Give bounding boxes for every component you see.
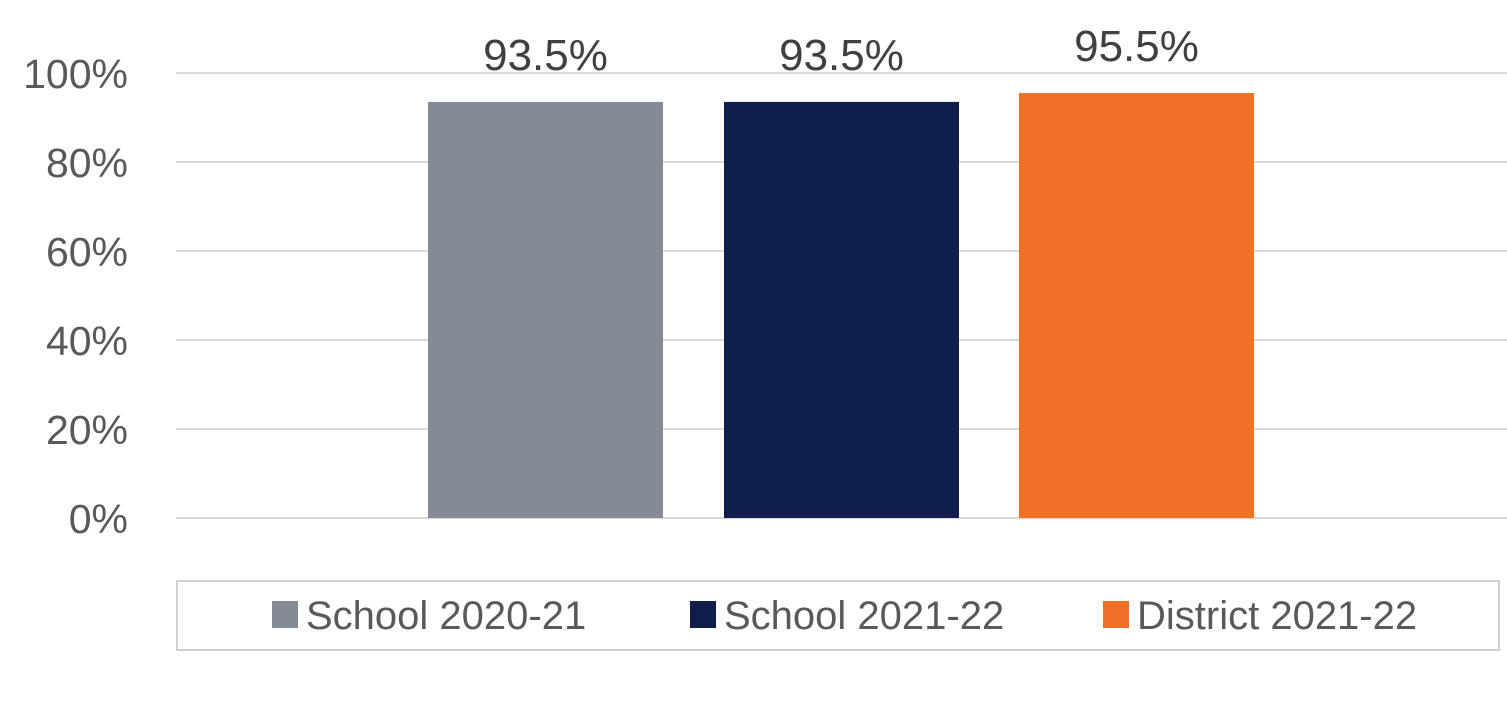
- y-tick-label: 80%: [46, 140, 128, 186]
- legend-box: [176, 580, 1500, 651]
- y-tick-label: 20%: [46, 407, 128, 453]
- y-tick-label: 0%: [69, 496, 128, 542]
- data-label: 95.5%: [1074, 22, 1199, 71]
- data-label: 93.5%: [779, 31, 904, 80]
- legend-swatch: [1103, 601, 1129, 628]
- bar-3: [1019, 93, 1254, 519]
- y-tick-label: 100%: [23, 51, 128, 97]
- bar-2: [724, 101, 959, 519]
- y-tick-label: 60%: [46, 229, 128, 275]
- y-tick-label: 40%: [46, 318, 128, 364]
- legend-swatch: [272, 601, 298, 628]
- legend-label: School 2021-22: [724, 594, 1004, 638]
- bar-1: [428, 101, 663, 519]
- legend-label: District 2021-22: [1137, 594, 1417, 638]
- data-label: 93.5%: [483, 31, 608, 80]
- legend-swatch: [690, 601, 716, 628]
- legend-label: School 2020-21: [306, 594, 586, 638]
